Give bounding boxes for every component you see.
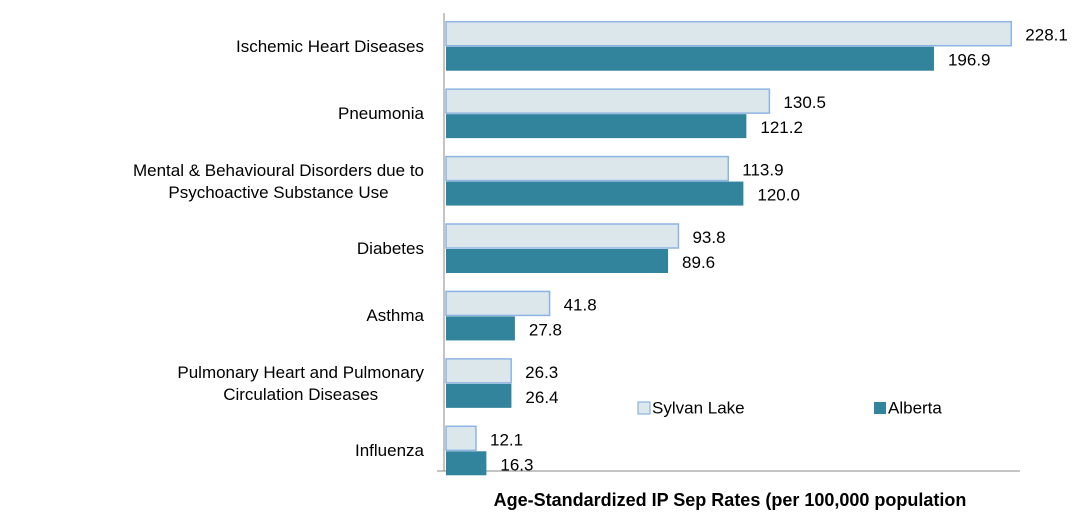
bar: [445, 88, 771, 114]
bar: [445, 358, 512, 384]
bar: [446, 114, 747, 139]
data-label: 113.9: [742, 161, 783, 180]
bar: [446, 46, 934, 71]
data-label: 41.8: [564, 295, 597, 314]
y-tick-label: Ischemic Heart Diseases: [235, 36, 424, 56]
y-tick-label: Mental & Behavioural Disorders due to Ps…: [132, 160, 424, 202]
y-tick-label: Pneumonia: [337, 104, 424, 124]
data-label: 89.6: [682, 253, 715, 272]
data-label: 27.8: [529, 320, 562, 339]
legend-label: Alberta: [888, 398, 942, 417]
data-label: 93.8: [692, 228, 725, 247]
legend-swatch: [637, 401, 651, 415]
data-label: 196.9: [948, 51, 991, 70]
bar: [446, 249, 669, 273]
bar: [445, 223, 680, 249]
data-label: 120.0: [757, 186, 800, 205]
y-tick-label: Asthma: [366, 306, 424, 326]
data-label: 26.3: [525, 363, 558, 382]
data-label: 121.2: [760, 118, 803, 137]
bar: [446, 181, 744, 206]
data-label: 12.1: [490, 430, 523, 449]
bar: [445, 425, 477, 452]
bar: [446, 316, 515, 341]
data-label: 16.3: [500, 455, 533, 474]
legend-swatch: [874, 402, 886, 414]
legend-label: Sylvan Lake: [652, 398, 745, 417]
bar: [446, 383, 512, 408]
bar: [445, 290, 551, 317]
y-tick-label: Pulmonary Heart and Pulmonary Circulatio…: [177, 362, 424, 404]
data-label: 130.5: [783, 93, 826, 112]
bar: [446, 451, 487, 476]
bar: [445, 20, 1013, 47]
data-label: 228.1: [1025, 26, 1068, 45]
data-label: 26.4: [525, 388, 558, 407]
bar: [445, 155, 730, 182]
x-axis-title: Age-Standardized IP Sep Rates (per 100,0…: [494, 490, 967, 510]
y-tick-label: Diabetes: [356, 239, 424, 258]
y-tick-label: Influenza: [355, 441, 424, 461]
